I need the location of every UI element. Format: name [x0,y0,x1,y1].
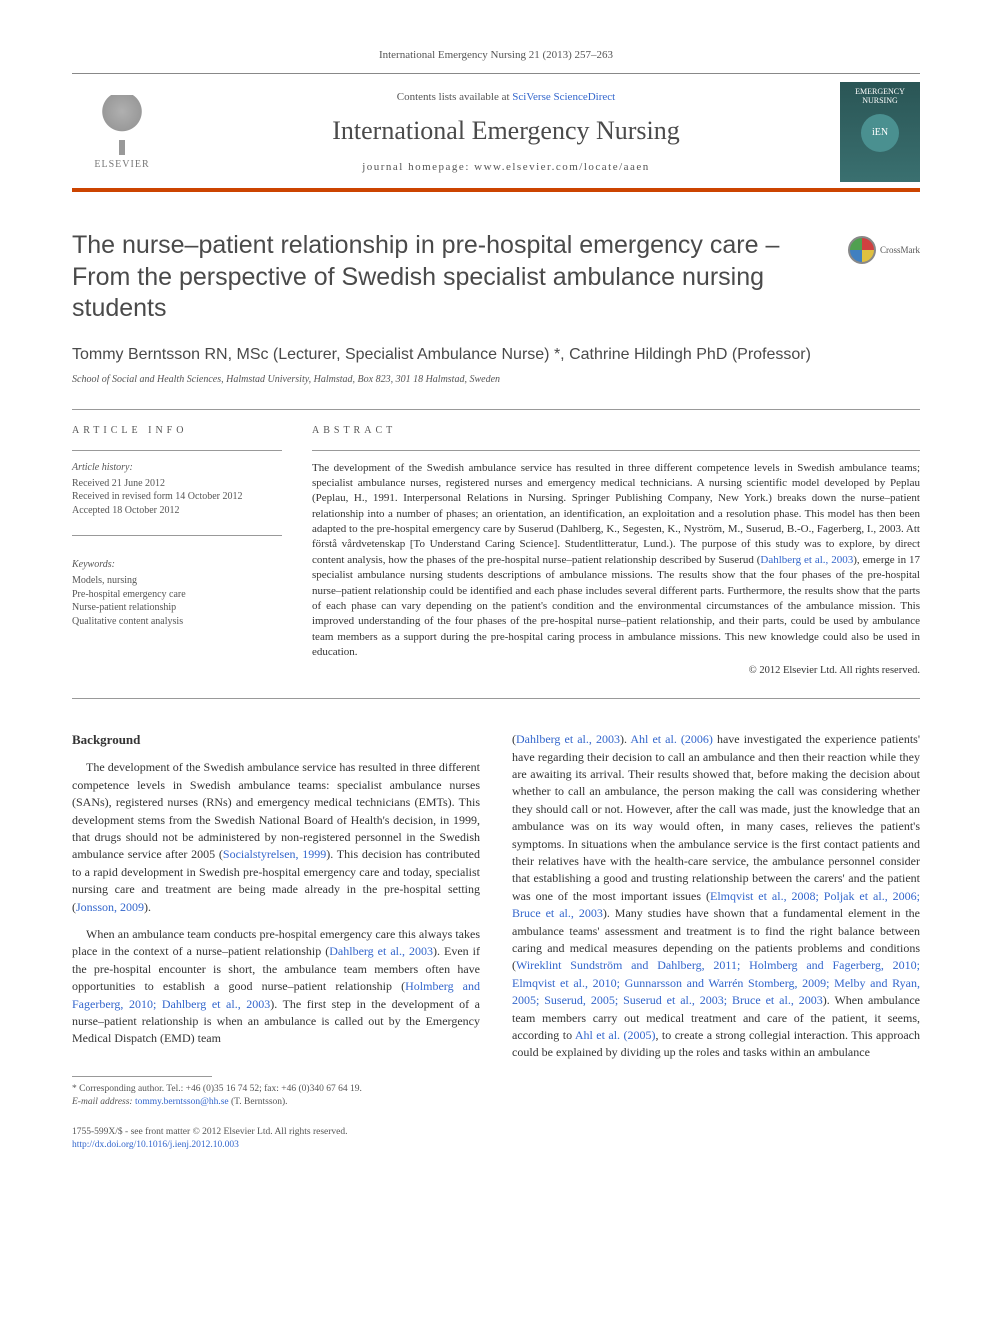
abstract-text-b: ), emerge in 17 specialist ambulance nur… [312,554,920,658]
divider-rule [72,409,920,410]
keyword: Qualitative content analysis [72,615,282,629]
text-run: ). [620,732,630,746]
section-heading-background: Background [72,731,480,749]
sciencedirect-link[interactable]: SciVerse ScienceDirect [512,91,615,103]
history-label: Article history: [72,461,282,475]
homepage-label: journal homepage: [362,161,474,173]
cover-badge-icon: iEN [861,114,899,152]
citation-link[interactable]: Dahlberg et al., 2003 [329,944,433,958]
journal-cover: EMERGENCY NURSING iEN [840,82,920,182]
rule [72,450,282,451]
article-info-label: ARTICLE INFO [72,424,282,438]
history-accepted: Accepted 18 October 2012 [72,504,282,518]
history-received: Received 21 June 2012 [72,477,282,491]
citation-link[interactable]: Dahlberg et al., 2003 [516,732,620,746]
keyword: Models, nursing [72,574,282,588]
article-title: The nurse–patient relationship in pre-ho… [72,230,828,324]
citation-link[interactable]: Jonsson, 2009 [76,900,144,914]
text-run: have investigated the experience patient… [512,732,920,903]
elsevier-logo: ELSEVIER [72,92,172,172]
homepage-line: journal homepage: www.elsevier.com/locat… [187,160,825,175]
doi-line: http://dx.doi.org/10.1016/j.ienj.2012.10… [72,1139,480,1152]
abstract-label: ABSTRACT [312,424,920,438]
email-after: (T. Berntsson). [229,1097,288,1107]
rule [72,535,282,536]
corresponding-author: * Corresponding author. Tel.: +46 (0)35 … [72,1083,480,1096]
journal-name: International Emergency Nursing [187,113,825,149]
keyword: Nurse-patient relationship [72,601,282,615]
email-link[interactable]: tommy.berntsson@hh.se [135,1097,229,1107]
elsevier-tree-icon [92,95,152,150]
running-header: International Emergency Nursing 21 (2013… [72,48,920,63]
citation-link[interactable]: Socialstyrelsen, 1999 [223,847,326,861]
elsevier-label: ELSEVIER [94,158,149,172]
affiliation: School of Social and Health Sciences, Ha… [72,373,920,387]
body-column-right: (Dahlberg et al., 2003). Ahl et al. (200… [512,731,920,1152]
keyword: Pre-hospital emergency care [72,588,282,602]
citation-link[interactable]: Ahl et al. (2005) [575,1028,656,1042]
divider-rule [72,698,920,699]
body-column-left: Background The development of the Swedis… [72,731,480,1152]
crossmark-icon [848,236,876,264]
rule [312,450,920,451]
crossmark-label: CrossMark [880,244,920,257]
citation-link[interactable]: Dahlberg et al., 2003 [760,554,853,566]
email-label: E-mail address: [72,1097,135,1107]
body-paragraph: (Dahlberg et al., 2003). Ahl et al. (200… [512,731,920,1061]
contents-line: Contents lists available at SciVerse Sci… [187,90,825,105]
keywords-label: Keywords: [72,558,282,572]
abstract-text-a: The development of the Swedish ambulance… [312,462,920,566]
issn-line: 1755-599X/$ - see front matter © 2012 El… [72,1126,480,1139]
homepage-url[interactable]: www.elsevier.com/locate/aaen [474,161,650,173]
copyright-line: © 2012 Elsevier Ltd. All rights reserved… [312,664,920,679]
body-paragraph: The development of the Swedish ambulance… [72,759,480,916]
cover-text-b: NURSING [862,97,898,106]
doi-link[interactable]: http://dx.doi.org/10.1016/j.ienj.2012.10… [72,1140,239,1150]
authors-line: Tommy Berntsson RN, MSc (Lecturer, Speci… [72,344,920,366]
history-revised: Received in revised form 14 October 2012 [72,490,282,504]
text-run: ). [144,900,151,914]
abstract-text: The development of the Swedish ambulance… [312,461,920,661]
citation-link[interactable]: Ahl et al. (2006) [630,732,713,746]
contents-prefix: Contents lists available at [397,91,512,103]
footnote-rule [72,1076,212,1077]
crossmark-badge[interactable]: CrossMark [848,236,920,264]
body-paragraph: When an ambulance team conducts pre-hosp… [72,926,480,1048]
email-line: E-mail address: tommy.berntsson@hh.se (T… [72,1096,480,1109]
journal-masthead: ELSEVIER Contents lists available at Sci… [72,73,920,192]
